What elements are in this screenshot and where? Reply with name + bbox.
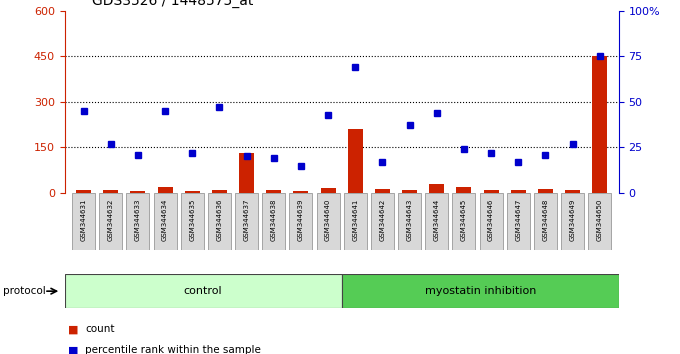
Text: GSM344640: GSM344640 — [325, 199, 331, 241]
Text: GSM344631: GSM344631 — [81, 199, 86, 241]
Text: GSM344648: GSM344648 — [543, 199, 549, 241]
Text: myostatin inhibition: myostatin inhibition — [424, 286, 536, 296]
FancyBboxPatch shape — [126, 193, 150, 250]
Text: ■: ■ — [68, 324, 78, 334]
Bar — [402, 190, 417, 193]
Text: GSM344637: GSM344637 — [243, 199, 250, 241]
Text: percentile rank within the sample: percentile rank within the sample — [85, 346, 261, 354]
FancyBboxPatch shape — [99, 193, 122, 250]
Text: GSM344632: GSM344632 — [108, 199, 114, 241]
Text: GSM344643: GSM344643 — [407, 199, 413, 241]
Text: protocol: protocol — [3, 286, 46, 296]
FancyBboxPatch shape — [262, 193, 286, 250]
Bar — [158, 187, 173, 193]
FancyBboxPatch shape — [342, 274, 619, 308]
Bar — [185, 191, 200, 193]
Bar — [76, 190, 91, 193]
Text: GSM344642: GSM344642 — [379, 199, 386, 241]
Text: GSM344646: GSM344646 — [488, 199, 494, 241]
FancyBboxPatch shape — [507, 193, 530, 250]
Text: GSM344650: GSM344650 — [597, 199, 602, 241]
Bar — [103, 190, 118, 193]
FancyBboxPatch shape — [371, 193, 394, 250]
Bar — [429, 184, 444, 193]
Text: GSM344641: GSM344641 — [352, 199, 358, 241]
FancyBboxPatch shape — [72, 193, 95, 250]
Bar — [456, 188, 471, 193]
Text: ■: ■ — [68, 346, 78, 354]
Bar — [267, 190, 282, 193]
Text: GSM344638: GSM344638 — [271, 199, 277, 241]
FancyBboxPatch shape — [208, 193, 231, 250]
FancyBboxPatch shape — [398, 193, 421, 250]
FancyBboxPatch shape — [65, 274, 342, 308]
FancyBboxPatch shape — [479, 193, 503, 250]
Text: GSM344647: GSM344647 — [515, 199, 522, 241]
Bar — [131, 192, 146, 193]
Bar — [592, 56, 607, 193]
Bar — [538, 189, 553, 193]
Bar — [212, 190, 227, 193]
FancyBboxPatch shape — [425, 193, 448, 250]
Text: GSM344649: GSM344649 — [570, 199, 575, 241]
Bar — [511, 190, 526, 193]
Text: GSM344645: GSM344645 — [461, 199, 467, 241]
FancyBboxPatch shape — [290, 193, 313, 250]
Text: control: control — [184, 286, 222, 296]
FancyBboxPatch shape — [317, 193, 340, 250]
Text: count: count — [85, 324, 114, 334]
Bar — [565, 190, 580, 193]
Text: GSM344634: GSM344634 — [162, 199, 168, 241]
FancyBboxPatch shape — [452, 193, 475, 250]
Text: GSM344635: GSM344635 — [189, 199, 195, 241]
Text: GSM344636: GSM344636 — [216, 199, 222, 241]
FancyBboxPatch shape — [561, 193, 584, 250]
FancyBboxPatch shape — [235, 193, 258, 250]
Text: GDS3526 / 1448575_at: GDS3526 / 1448575_at — [92, 0, 254, 8]
Bar — [294, 192, 309, 193]
FancyBboxPatch shape — [154, 193, 177, 250]
Text: GSM344633: GSM344633 — [135, 199, 141, 241]
Bar — [375, 189, 390, 193]
Bar — [239, 153, 254, 193]
FancyBboxPatch shape — [588, 193, 611, 250]
FancyBboxPatch shape — [181, 193, 204, 250]
Bar — [483, 190, 498, 193]
Bar — [347, 129, 362, 193]
FancyBboxPatch shape — [343, 193, 367, 250]
Bar — [321, 188, 336, 193]
Text: GSM344639: GSM344639 — [298, 199, 304, 241]
FancyBboxPatch shape — [534, 193, 557, 250]
Text: GSM344644: GSM344644 — [434, 199, 440, 241]
